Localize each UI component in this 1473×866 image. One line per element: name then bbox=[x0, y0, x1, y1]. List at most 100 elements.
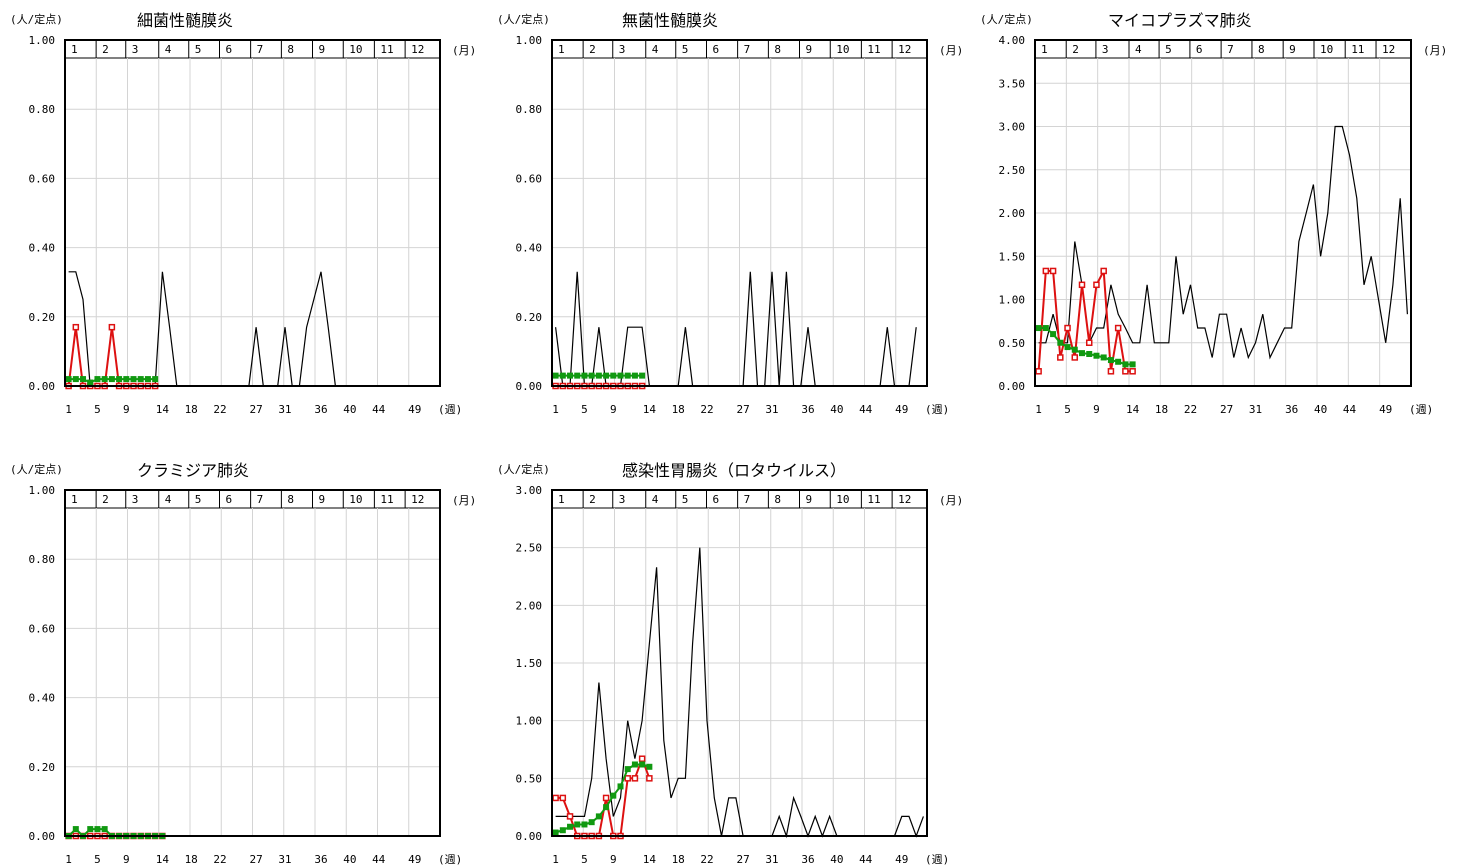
y-tick-label: 1.00 bbox=[516, 715, 543, 728]
y-tick-label: 4.00 bbox=[999, 34, 1026, 47]
x-tick-label: 9 bbox=[1093, 403, 1100, 416]
x-tick-label: 9 bbox=[123, 853, 130, 866]
current-year-point bbox=[646, 775, 653, 782]
five-year-avg-point bbox=[617, 783, 624, 790]
month-label: 10 bbox=[349, 43, 362, 56]
x-tick-label: 44 bbox=[372, 403, 386, 416]
x-tick-label: 18 bbox=[672, 403, 685, 416]
chart-title: クラミジア肺炎 bbox=[137, 461, 249, 480]
month-label: 11 bbox=[380, 43, 393, 56]
current-year-point bbox=[1057, 354, 1064, 361]
month-label: 12 bbox=[411, 493, 424, 506]
five-year-avg-point bbox=[631, 761, 638, 768]
y-tick-label: 3.00 bbox=[999, 121, 1026, 134]
chart-title: 無菌性髄膜炎 bbox=[622, 11, 718, 30]
chart-panel-3: マイコプラズマ肺炎(人/定点)(月)(週)1 2 3 4 5 6 7 8 9 10 11 120.00… bbox=[980, 11, 1447, 416]
month-label: 6 bbox=[226, 43, 233, 56]
month-label: 9 bbox=[1289, 43, 1296, 56]
month-label: 5 bbox=[1165, 43, 1172, 56]
month-label: 7 bbox=[257, 43, 264, 56]
x-tick-label: 9 bbox=[610, 853, 617, 866]
five-year-avg-point bbox=[603, 804, 610, 811]
five-year-avg-point bbox=[123, 376, 130, 383]
five-year-avg-point bbox=[581, 821, 588, 828]
five-year-avg-point bbox=[144, 376, 151, 383]
x-tick-label: 1 bbox=[552, 853, 559, 866]
y-tick-label: 0.20 bbox=[29, 761, 56, 774]
x-tick-label: 40 bbox=[343, 853, 356, 866]
x-tick-label: 49 bbox=[408, 853, 421, 866]
five-year-avg-point bbox=[588, 372, 595, 379]
current-year-point bbox=[108, 323, 116, 331]
month-unit-label: (月) bbox=[939, 494, 963, 507]
month-label: 6 bbox=[1196, 43, 1203, 56]
five-year-avg-point bbox=[581, 372, 588, 379]
five-year-avg-point bbox=[646, 763, 653, 770]
month-label: 8 bbox=[287, 493, 294, 506]
y-tick-label: 0.60 bbox=[29, 172, 56, 185]
month-label: 8 bbox=[774, 493, 781, 506]
y-tick-label: 1.50 bbox=[999, 250, 1026, 263]
month-label: 2 bbox=[102, 43, 109, 56]
x-tick-label: 49 bbox=[895, 853, 908, 866]
five-year-avg-point bbox=[1042, 325, 1049, 332]
current-year-point bbox=[1093, 281, 1100, 289]
y-tick-label: 2.00 bbox=[516, 599, 543, 612]
x-tick-label: 1 bbox=[552, 403, 559, 416]
prev-year-line bbox=[555, 271, 917, 387]
x-tick-label: 5 bbox=[581, 403, 588, 416]
x-tick-label: 14 bbox=[156, 403, 170, 416]
x-tick-label: 31 bbox=[278, 403, 291, 416]
five-year-avg-point bbox=[130, 376, 137, 383]
month-label: 10 bbox=[836, 493, 849, 506]
month-label: 3 bbox=[619, 493, 626, 506]
x-tick-label: 1 bbox=[1035, 403, 1042, 416]
plot-frame bbox=[64, 39, 441, 387]
x-tick-label: 27 bbox=[1220, 403, 1233, 416]
y-unit-label: (人/定点) bbox=[980, 12, 1033, 26]
five-year-avg-point bbox=[1071, 346, 1078, 353]
five-year-avg-point bbox=[552, 372, 559, 379]
x-tick-label: 40 bbox=[830, 403, 843, 416]
x-tick-label: 49 bbox=[408, 403, 421, 416]
plot-frame bbox=[551, 489, 928, 837]
x-tick-label: 31 bbox=[1249, 403, 1262, 416]
week-unit-label: (週) bbox=[925, 853, 949, 866]
y-tick-label: 0.00 bbox=[29, 830, 56, 843]
month-label: 11 bbox=[867, 43, 880, 56]
month-label: 1 bbox=[71, 43, 78, 56]
x-tick-label: 22 bbox=[213, 853, 226, 866]
five-year-avg-point bbox=[72, 826, 79, 833]
five-year-avg-point bbox=[87, 826, 94, 833]
five-year-avg-point bbox=[595, 813, 602, 820]
month-label: 12 bbox=[898, 43, 911, 56]
five-year-avg-point bbox=[1064, 344, 1071, 351]
current-year-point bbox=[559, 794, 567, 802]
x-tick-label: 36 bbox=[1285, 403, 1298, 416]
month-label: 3 bbox=[1102, 43, 1109, 56]
x-tick-label: 44 bbox=[859, 403, 873, 416]
five-year-avg-point bbox=[94, 376, 101, 383]
month-label: 5 bbox=[195, 493, 202, 506]
y-tick-label: 0.00 bbox=[29, 380, 56, 393]
five-year-avg-point bbox=[552, 829, 559, 836]
five-year-avg-point bbox=[639, 761, 646, 768]
chart-title: 細菌性髄膜炎 bbox=[137, 11, 233, 30]
y-tick-label: 0.60 bbox=[516, 172, 543, 185]
five-year-avg-point bbox=[65, 376, 72, 383]
five-year-avg-point bbox=[1129, 361, 1136, 368]
y-tick-label: 1.50 bbox=[516, 657, 543, 670]
chart-panel-5: 感染性胃腸炎（ロタウイルス）(人/定点)(月)(週)1 2 3 4 5 6 7 8 9 10 11 1… bbox=[497, 461, 963, 866]
month-label: 6 bbox=[713, 493, 720, 506]
month-label: 3 bbox=[132, 493, 139, 506]
y-unit-label: (人/定点) bbox=[497, 12, 550, 26]
month-label: 1 bbox=[71, 493, 78, 506]
y-tick-label: 0.40 bbox=[516, 242, 543, 255]
chart-panel-1: 細菌性髄膜炎(人/定点)(月)(週)1 2 3 4 5 6 7 8 9 10 11 120.000.2… bbox=[10, 11, 476, 416]
week-unit-label: (週) bbox=[438, 403, 462, 416]
five-year-avg-point bbox=[1093, 352, 1100, 359]
month-label: 5 bbox=[682, 43, 689, 56]
current-year-point bbox=[72, 323, 80, 331]
x-tick-label: 44 bbox=[1343, 403, 1357, 416]
